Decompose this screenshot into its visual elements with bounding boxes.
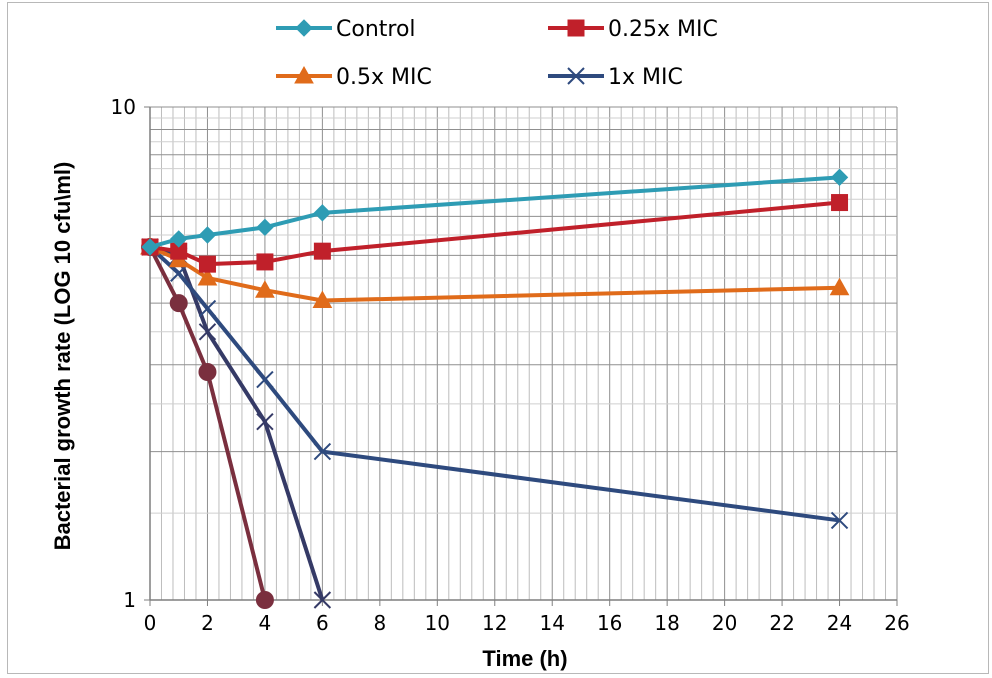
data-point: [829, 277, 850, 296]
y-axis-title: Bacterial growth rate (LOG 10 cfu\ml): [50, 162, 75, 551]
data-point: [256, 218, 274, 237]
data-point: [313, 242, 331, 260]
data-point: [198, 299, 217, 318]
data-point: [255, 591, 274, 609]
x-marker-stroke: [567, 67, 585, 85]
series-0: [141, 168, 849, 256]
data-point: [198, 226, 217, 244]
data-point: [169, 294, 188, 313]
y-tick-label: 1: [123, 588, 136, 612]
y-tick-label: 10: [111, 95, 136, 119]
legend-marker: [295, 19, 313, 37]
x-tick-label: 22: [769, 611, 794, 635]
data-point: [256, 370, 274, 389]
x-tick-label: 26: [884, 611, 909, 635]
x-tick-label: 12: [482, 611, 507, 635]
x-tick-label: 20: [712, 611, 737, 635]
data-point: [313, 442, 332, 461]
data-point: [256, 253, 274, 271]
legend-label: Control: [336, 17, 416, 42]
x-tick-label: 0: [144, 611, 157, 635]
x-marker-stroke: [256, 370, 274, 389]
legend-label: 0.25x MIC: [608, 17, 718, 42]
data-point: [170, 264, 188, 282]
chart-frame: [7, 2, 989, 674]
x-tick-label: 2: [201, 611, 214, 635]
x-marker-stroke: [313, 442, 332, 461]
x-tick-label: 6: [316, 611, 329, 635]
x-tick-label: 24: [827, 611, 852, 635]
x-tick-label: 18: [654, 611, 679, 635]
series-layer: [140, 168, 850, 609]
x-tick-label: 16: [597, 611, 622, 635]
data-point: [313, 204, 332, 222]
x-tick-label: 8: [373, 611, 386, 635]
data-point: [312, 290, 333, 309]
data-point: [198, 255, 216, 273]
data-point: [198, 323, 217, 341]
legend-item: 0.5x MIC: [276, 65, 432, 90]
legend-item: 1x MIC: [548, 65, 683, 90]
legend-marker: [567, 67, 585, 85]
x-marker-stroke: [830, 511, 849, 530]
series-line: [148, 246, 267, 601]
data-point: [198, 363, 217, 382]
x-marker-stroke: [198, 323, 217, 341]
data-point: [256, 412, 274, 431]
data-point: [141, 238, 159, 256]
legend-item: Control: [276, 17, 416, 42]
data-point: [170, 230, 188, 248]
legend-label: 1x MIC: [608, 65, 683, 90]
legend-label: 0.5x MIC: [336, 65, 432, 90]
x-marker-stroke: [170, 264, 188, 282]
x-tick-label: 4: [259, 611, 272, 635]
data-point: [255, 280, 275, 298]
legend-marker: [567, 19, 585, 37]
data-point: [313, 591, 332, 609]
x-marker-stroke: [256, 412, 274, 431]
data-point: [830, 511, 849, 530]
x-marker-stroke: [313, 591, 332, 609]
x-tick-label: 10: [425, 611, 450, 635]
data-point: [197, 267, 218, 286]
x-tick-label: 14: [540, 611, 565, 635]
data-point: [831, 194, 849, 212]
legend-item: 0.25x MIC: [548, 17, 718, 42]
legend-marker: [294, 65, 314, 84]
x-marker-stroke: [198, 299, 217, 318]
x-axis-title: Time (h): [482, 646, 567, 671]
legend: Control 0.25x MIC 0.5x MIC 1x MIC: [276, 17, 718, 90]
data-point: [830, 168, 849, 187]
